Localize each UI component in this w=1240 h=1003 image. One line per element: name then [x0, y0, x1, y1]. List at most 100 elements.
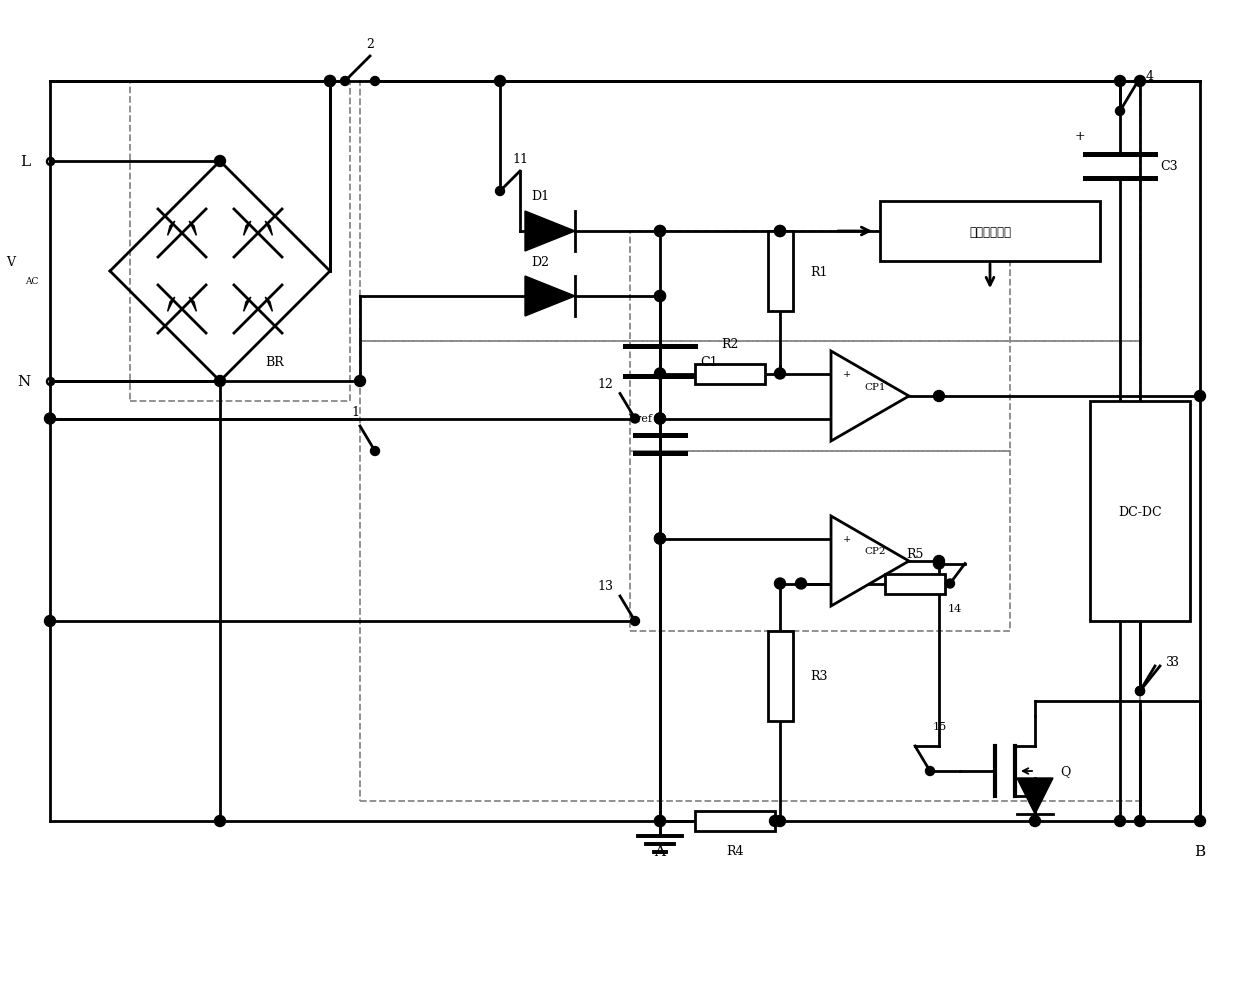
Circle shape: [775, 579, 785, 590]
Circle shape: [945, 580, 955, 589]
Circle shape: [45, 616, 56, 627]
Text: R2: R2: [722, 338, 739, 351]
Circle shape: [341, 77, 350, 86]
Text: CP2: CP2: [864, 547, 885, 556]
Circle shape: [775, 815, 785, 826]
Polygon shape: [525, 277, 575, 317]
Bar: [768, 232, 792, 312]
Bar: [694, 811, 775, 831]
Text: 13: 13: [596, 580, 613, 593]
Text: +: +: [1075, 130, 1086, 143]
Circle shape: [325, 76, 336, 87]
Circle shape: [770, 815, 780, 826]
Circle shape: [1136, 687, 1145, 696]
Polygon shape: [831, 517, 909, 607]
Text: A: A: [655, 845, 666, 859]
Text: R3: R3: [810, 670, 827, 683]
Text: D2: D2: [531, 255, 549, 268]
Circle shape: [215, 156, 226, 168]
Circle shape: [1194, 815, 1205, 826]
Circle shape: [796, 579, 806, 590]
Circle shape: [925, 766, 935, 775]
Circle shape: [1115, 76, 1126, 87]
Circle shape: [371, 77, 379, 86]
Text: C1: C1: [701, 355, 718, 368]
Text: Vref: Vref: [627, 414, 652, 424]
Circle shape: [934, 556, 945, 567]
Text: L: L: [20, 154, 30, 169]
Polygon shape: [525, 212, 575, 252]
Text: N: N: [17, 375, 30, 388]
Circle shape: [1115, 815, 1126, 826]
Circle shape: [655, 534, 666, 545]
Circle shape: [655, 227, 666, 238]
Polygon shape: [243, 222, 250, 236]
Polygon shape: [831, 352, 909, 441]
Text: 限压偏置电路: 限压偏置电路: [968, 226, 1011, 239]
Circle shape: [655, 413, 666, 424]
Text: DC-DC: DC-DC: [1118, 505, 1162, 518]
Text: R1: R1: [810, 265, 827, 278]
Circle shape: [1136, 687, 1145, 696]
Circle shape: [325, 76, 336, 87]
Circle shape: [655, 291, 666, 302]
Polygon shape: [265, 222, 273, 236]
Text: 14: 14: [947, 604, 962, 614]
Text: 1: 1: [351, 405, 360, 418]
Circle shape: [630, 617, 640, 626]
Circle shape: [45, 413, 56, 424]
Text: R5: R5: [906, 548, 924, 561]
Circle shape: [934, 391, 945, 402]
Polygon shape: [167, 222, 175, 236]
Text: R4: R4: [727, 845, 744, 858]
Circle shape: [495, 76, 506, 87]
Bar: [630, 451, 1011, 631]
Circle shape: [1116, 107, 1125, 116]
Polygon shape: [190, 222, 196, 236]
Bar: [360, 82, 1140, 342]
Text: V: V: [6, 255, 15, 268]
Circle shape: [655, 369, 666, 379]
Circle shape: [371, 447, 379, 456]
Circle shape: [1194, 391, 1205, 402]
Circle shape: [1135, 76, 1146, 87]
Polygon shape: [190, 298, 196, 312]
Text: 12: 12: [598, 377, 613, 390]
Text: D1: D1: [531, 191, 549, 204]
Text: 3: 3: [1171, 655, 1179, 668]
Polygon shape: [1017, 778, 1053, 814]
Text: 2: 2: [366, 37, 374, 50]
Bar: [885, 574, 945, 594]
Text: +: +: [843, 535, 852, 544]
Circle shape: [655, 413, 666, 424]
Text: CP1: CP1: [864, 382, 885, 391]
Bar: [694, 364, 765, 384]
Circle shape: [775, 227, 785, 238]
Circle shape: [655, 291, 666, 302]
Bar: [1090, 401, 1190, 622]
Bar: [880, 202, 1100, 262]
Bar: [130, 82, 350, 401]
Bar: [630, 232, 1011, 451]
Circle shape: [655, 534, 666, 545]
Circle shape: [1029, 815, 1040, 826]
Circle shape: [775, 369, 785, 379]
Text: 4: 4: [1146, 70, 1154, 83]
Text: +: +: [843, 370, 852, 378]
Bar: [768, 631, 792, 721]
Text: 3: 3: [1166, 655, 1174, 668]
Circle shape: [655, 815, 666, 826]
Text: AC: AC: [25, 277, 38, 286]
Circle shape: [1135, 815, 1146, 826]
Circle shape: [630, 414, 640, 423]
Polygon shape: [167, 298, 175, 312]
Text: Q: Q: [1060, 764, 1070, 777]
Circle shape: [775, 227, 785, 238]
Circle shape: [655, 227, 666, 238]
Circle shape: [934, 559, 945, 570]
Polygon shape: [243, 298, 250, 312]
Circle shape: [215, 815, 226, 826]
Text: BR: BR: [265, 355, 284, 368]
Polygon shape: [265, 298, 273, 312]
Circle shape: [215, 376, 226, 387]
